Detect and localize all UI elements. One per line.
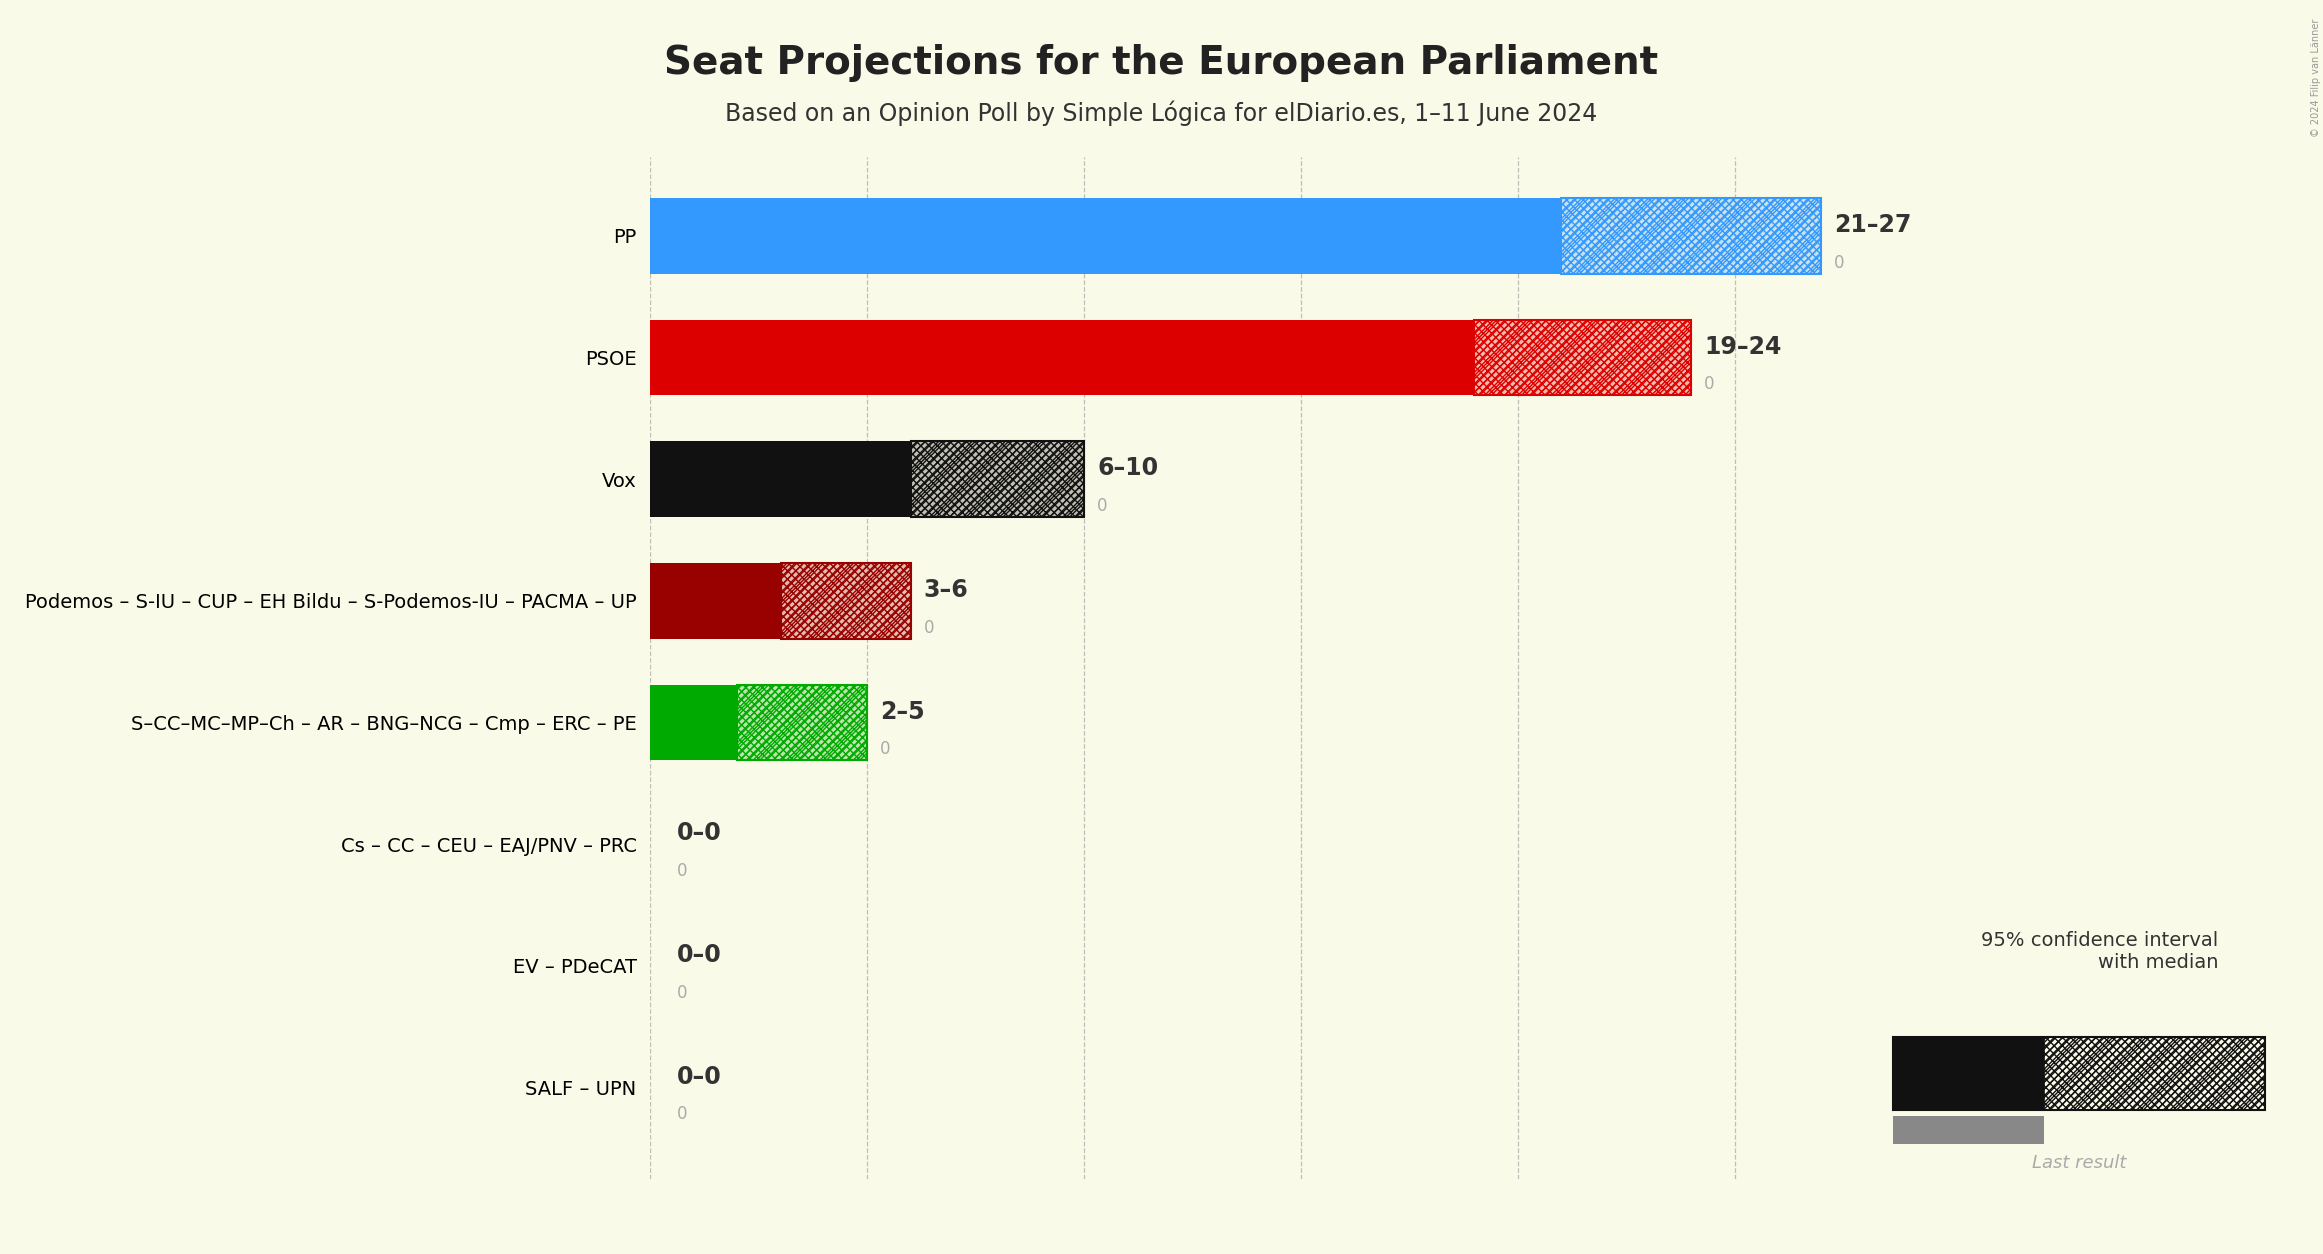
Bar <box>736 685 866 760</box>
Bar <box>1475 320 1691 395</box>
Text: 0–0: 0–0 <box>676 1065 720 1088</box>
Text: 2–5: 2–5 <box>880 700 925 724</box>
Bar <box>650 441 911 517</box>
Text: 6–10: 6–10 <box>1096 456 1159 480</box>
Text: 0: 0 <box>1835 253 1844 272</box>
Bar <box>650 685 736 760</box>
Bar <box>650 320 1475 395</box>
Text: 0: 0 <box>1705 375 1714 394</box>
Text: © 2024 Filip van Länner: © 2024 Filip van Länner <box>2311 19 2321 137</box>
Bar <box>781 563 911 638</box>
Bar <box>911 441 1085 517</box>
Text: 0: 0 <box>1096 497 1108 515</box>
Text: Based on an Opinion Poll by Simple Lógica for elDiario.es, 1–11 June 2024: Based on an Opinion Poll by Simple Lógic… <box>725 100 1598 125</box>
Text: 0: 0 <box>676 861 688 880</box>
Bar <box>736 685 866 760</box>
Bar <box>650 563 781 638</box>
Text: 0: 0 <box>925 618 934 637</box>
Bar <box>1475 320 1691 395</box>
Bar <box>911 441 1085 517</box>
Bar <box>781 563 911 638</box>
Bar <box>1561 198 1821 273</box>
Bar <box>911 441 1085 517</box>
Bar <box>781 563 911 638</box>
Text: 3–6: 3–6 <box>925 578 969 602</box>
Bar <box>650 198 1561 273</box>
Text: 0: 0 <box>880 740 890 759</box>
Text: 0: 0 <box>676 1105 688 1124</box>
Text: 0: 0 <box>676 983 688 1002</box>
Text: Last result: Last result <box>2033 1154 2126 1171</box>
Text: 21–27: 21–27 <box>1835 213 1912 237</box>
Text: 19–24: 19–24 <box>1705 335 1782 359</box>
Bar <box>1561 198 1821 273</box>
Text: 0–0: 0–0 <box>676 821 720 845</box>
Text: Seat Projections for the European Parliament: Seat Projections for the European Parlia… <box>664 44 1659 82</box>
Bar <box>1475 320 1691 395</box>
Text: 0–0: 0–0 <box>676 943 720 967</box>
Bar <box>736 685 866 760</box>
Text: 95% confidence interval
with median: 95% confidence interval with median <box>1982 930 2218 972</box>
Bar <box>1561 198 1821 273</box>
